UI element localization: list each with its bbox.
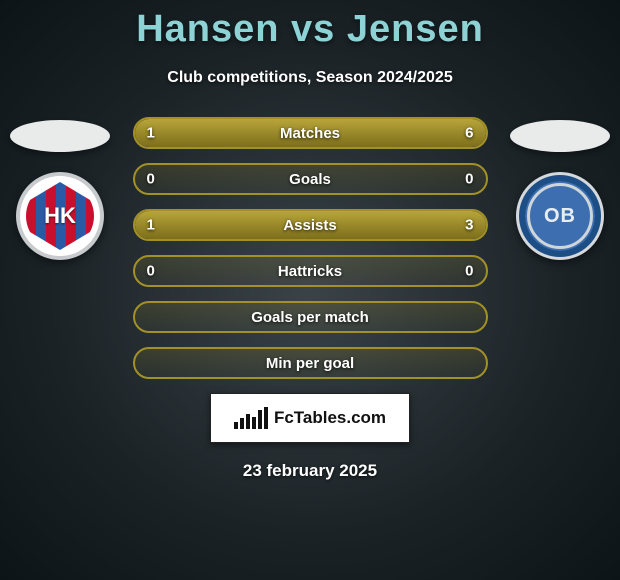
fctables-branding: FcTables.com <box>210 393 410 443</box>
stat-label: Goals <box>289 171 331 188</box>
right-player-oval <box>510 120 610 152</box>
hk-club-badge-icon <box>16 172 104 260</box>
left-crest-group <box>10 120 110 260</box>
stat-fill-right <box>222 211 485 239</box>
stat-row: Goals per match <box>133 301 488 333</box>
brand-bar <box>264 407 268 429</box>
stat-row: 1 3 Assists <box>133 209 488 241</box>
stat-row: 0 0 Goals <box>133 163 488 195</box>
left-player-oval <box>10 120 110 152</box>
stat-label: Hattricks <box>278 263 342 280</box>
stat-label: Matches <box>280 125 340 142</box>
stat-value-left: 1 <box>147 125 155 142</box>
stat-row: 0 0 Hattricks <box>133 255 488 287</box>
stat-value-right: 3 <box>465 217 473 234</box>
stat-row: 1 6 Matches <box>133 117 488 149</box>
stat-label: Assists <box>283 217 336 234</box>
fctables-label: FcTables.com <box>274 408 386 428</box>
stat-label: Min per goal <box>266 355 354 372</box>
brand-bar <box>240 418 244 429</box>
ob-club-badge-icon <box>516 172 604 260</box>
fctables-bars-icon <box>234 407 268 429</box>
stat-value-left: 0 <box>147 171 155 188</box>
stat-fill-left <box>135 119 184 147</box>
stat-value-right: 0 <box>465 171 473 188</box>
stat-label: Goals per match <box>251 309 369 326</box>
stat-row: Min per goal <box>133 347 488 379</box>
page-title: Hansen vs Jensen <box>0 0 620 51</box>
brand-bar <box>234 422 238 429</box>
brand-bar <box>252 417 256 429</box>
stat-value-right: 0 <box>465 263 473 280</box>
stats-container: 1 6 Matches 0 0 Goals 1 3 Assists 0 0 Hattricks Goal… <box>133 117 488 379</box>
subtitle: Club competitions, Season 2024/2025 <box>0 69 620 87</box>
stat-value-left: 1 <box>147 217 155 234</box>
stat-value-right: 6 <box>465 125 473 142</box>
brand-bar <box>258 410 262 429</box>
brand-bar <box>246 414 250 429</box>
date-label: 23 february 2025 <box>0 461 620 481</box>
right-crest-group <box>510 120 610 260</box>
stat-value-left: 0 <box>147 263 155 280</box>
